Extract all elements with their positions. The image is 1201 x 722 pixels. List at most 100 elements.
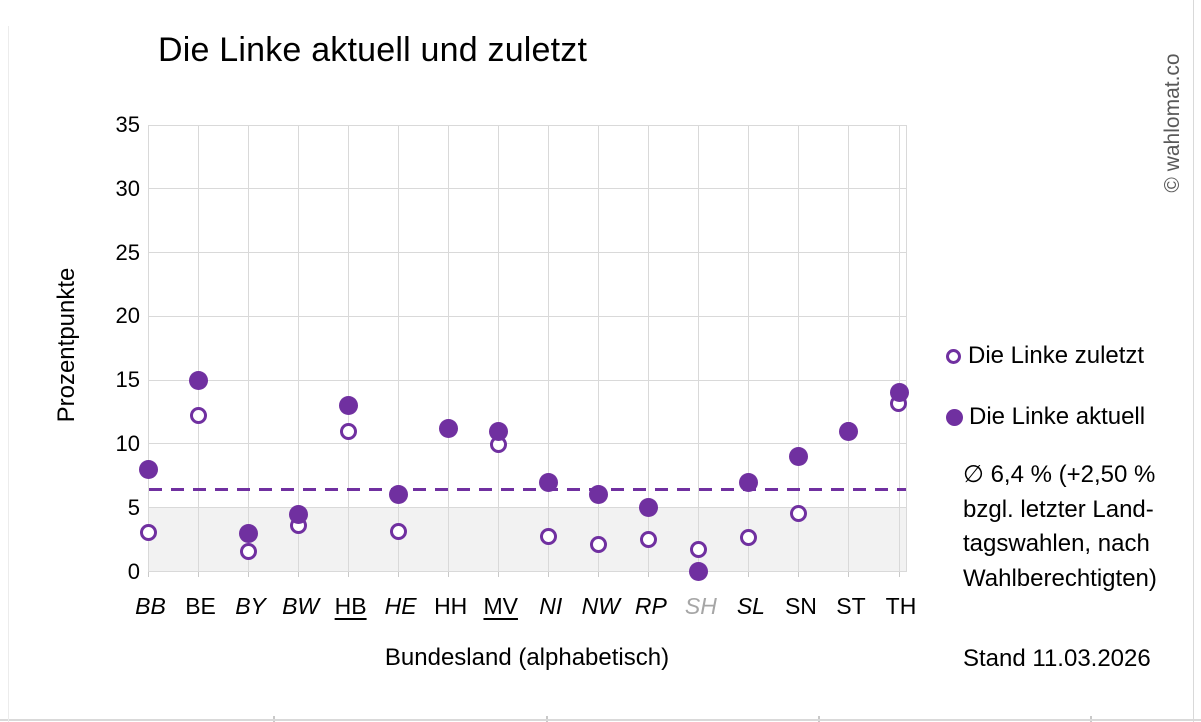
x-axis-tick bbox=[898, 571, 900, 577]
point-aktuell-SL bbox=[739, 472, 759, 492]
x-axis-tick bbox=[148, 571, 149, 577]
annotation-line: bzgl. letzter Land- bbox=[963, 495, 1154, 523]
x-tick-label-BW: BW bbox=[282, 593, 320, 619]
x-axis-tick bbox=[448, 571, 450, 577]
point-zuletzt-HB bbox=[339, 423, 357, 441]
point-aktuell-HB bbox=[339, 396, 359, 416]
y-tick-label-35: 35 bbox=[115, 112, 140, 137]
x-tick-label-HB: HB bbox=[334, 593, 367, 619]
x-axis-tick bbox=[598, 571, 600, 577]
x-axis-tick bbox=[348, 571, 350, 577]
x-axis-tick bbox=[248, 571, 250, 577]
point-zuletzt-NI bbox=[539, 528, 557, 546]
legend-label-aktuell: Die Linke aktuell bbox=[969, 403, 1146, 430]
point-zuletzt-RP bbox=[639, 530, 657, 548]
gridline-vertical bbox=[798, 125, 800, 572]
gridline-vertical bbox=[698, 125, 700, 572]
y-tick-label-15: 15 bbox=[115, 367, 140, 393]
x-tick-label-SN: SN bbox=[784, 593, 817, 619]
x-axis-tick bbox=[848, 571, 850, 577]
legend: Die Linke zuletzt Die Linke aktuell bbox=[946, 342, 1145, 464]
point-aktuell-BB bbox=[139, 459, 158, 479]
x-axis-tick bbox=[748, 571, 750, 577]
point-zuletzt-SH bbox=[689, 540, 707, 558]
gridline-vertical bbox=[248, 125, 250, 572]
annotation-line: ∅ 6,4 % (+2,50 % bbox=[963, 461, 1156, 488]
y-tick-label-25: 25 bbox=[115, 239, 140, 265]
gridline-vertical bbox=[548, 125, 550, 572]
gridline-vertical bbox=[498, 125, 500, 572]
x-tick-label-BB: BB bbox=[135, 593, 166, 619]
point-aktuell-RP bbox=[639, 498, 659, 518]
x-tick-label-SL: SL bbox=[736, 593, 765, 619]
point-zuletzt-NW bbox=[589, 535, 607, 553]
point-zuletzt-SN bbox=[789, 505, 807, 523]
gridline-horizontal bbox=[148, 188, 906, 190]
gridline-horizontal bbox=[148, 252, 906, 254]
gridline-horizontal bbox=[148, 507, 906, 509]
point-aktuell-SH bbox=[689, 562, 709, 581]
x-tick-label-NW: NW bbox=[581, 593, 620, 619]
x-tick-label-ST: ST bbox=[836, 593, 866, 619]
x-tick-label-BE: BE bbox=[185, 593, 216, 619]
spreadsheet-right-border bbox=[1193, 0, 1194, 722]
legend-label-zuletzt: Die Linke zuletzt bbox=[968, 342, 1145, 369]
gridline-vertical bbox=[348, 125, 350, 572]
y-tick-label-10: 10 bbox=[115, 430, 140, 456]
point-aktuell-ST bbox=[839, 421, 859, 441]
gridline-vertical bbox=[148, 125, 149, 572]
legend-item-zuletzt: Die Linke zuletzt bbox=[946, 342, 1145, 370]
point-aktuell-NW bbox=[589, 485, 609, 505]
x-axis-tick bbox=[548, 571, 550, 577]
x-axis-tick bbox=[298, 571, 300, 577]
average-dashed-line bbox=[148, 488, 906, 492]
filled-circle-icon bbox=[946, 408, 963, 426]
point-aktuell-HE bbox=[389, 485, 409, 505]
point-aktuell-SN bbox=[789, 447, 809, 467]
point-aktuell-MV bbox=[489, 421, 509, 441]
point-aktuell-BY bbox=[239, 523, 259, 543]
point-zuletzt-BB bbox=[139, 524, 157, 542]
point-zuletzt-HE bbox=[389, 522, 407, 540]
x-tick-label-HE: HE bbox=[384, 593, 417, 619]
x-axis-tick bbox=[198, 571, 200, 577]
point-aktuell-TH bbox=[889, 383, 909, 403]
gridline-vertical bbox=[398, 125, 400, 572]
gridline-vertical bbox=[598, 125, 600, 572]
gridline-vertical bbox=[198, 125, 200, 572]
point-aktuell-BW bbox=[289, 504, 309, 524]
point-zuletzt-BE bbox=[189, 406, 207, 424]
point-zuletzt-SL bbox=[739, 529, 757, 547]
x-tick-label-TH: TH bbox=[885, 593, 917, 619]
x-axis-tick bbox=[498, 571, 500, 577]
legend-item-aktuell: Die Linke aktuell bbox=[946, 403, 1145, 431]
gridline-vertical bbox=[448, 125, 450, 572]
gridline-horizontal bbox=[148, 571, 906, 572]
gridline-horizontal bbox=[148, 124, 906, 126]
point-aktuell-HH bbox=[439, 419, 459, 439]
x-axis-tick bbox=[648, 571, 650, 577]
x-tick-label-NI: NI bbox=[539, 593, 563, 619]
annotation-line: Wahlberechtigten) bbox=[963, 564, 1157, 592]
average-annotation: ∅ 6,4 % (+2,50 % bzgl. letzter Land- tag… bbox=[963, 458, 1157, 596]
plot-right-border bbox=[905, 125, 907, 572]
open-circle-icon bbox=[946, 348, 961, 364]
x-tick-label-HH: HH bbox=[434, 593, 468, 619]
x-tick-label-BY: BY bbox=[235, 593, 266, 619]
x-tick-label-SH: SH bbox=[684, 593, 717, 619]
y-tick-label-5: 5 bbox=[127, 494, 140, 520]
y-tick-label-30: 30 bbox=[115, 175, 140, 201]
gridline-horizontal bbox=[148, 443, 906, 445]
chart-title: Die Linke aktuell und zuletzt bbox=[158, 31, 588, 69]
gridline-vertical bbox=[298, 125, 300, 572]
gridline-vertical bbox=[748, 125, 750, 572]
y-tick-label-0: 0 bbox=[127, 558, 140, 584]
point-zuletzt-BY bbox=[239, 543, 257, 561]
x-tick-label-RP: RP bbox=[634, 593, 667, 619]
gridline-vertical bbox=[898, 125, 900, 572]
point-aktuell-BE bbox=[189, 370, 209, 390]
annotation-line: tagswahlen, nach bbox=[963, 530, 1150, 557]
y-tick-label-20: 20 bbox=[115, 303, 140, 329]
